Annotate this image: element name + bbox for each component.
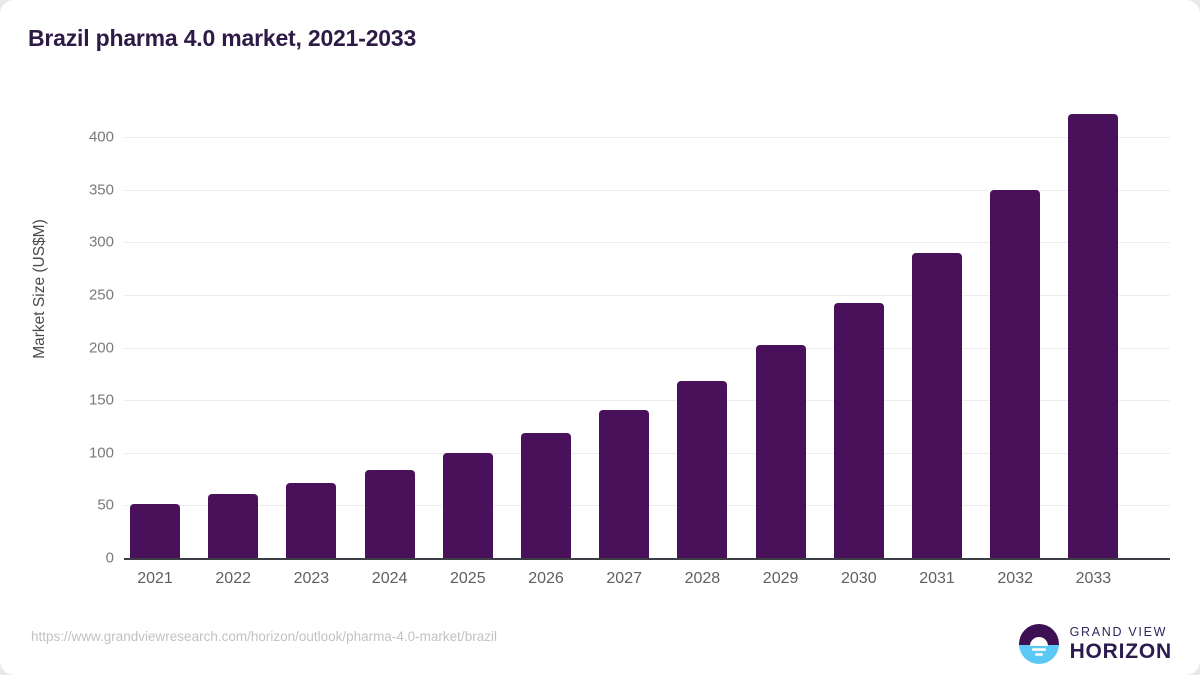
x-axis-tick-label: 2032 — [997, 570, 1033, 587]
x-axis-tick-label: 2022 — [215, 570, 251, 587]
bar-series — [130, 113, 1119, 558]
bar[interactable] — [755, 345, 806, 558]
x-axis-tick-label: 2027 — [606, 570, 642, 587]
bar[interactable] — [208, 493, 259, 558]
bar[interactable] — [130, 504, 180, 558]
logo-line-2: HORIZON — [1069, 640, 1172, 664]
gridline — [124, 137, 1170, 138]
bar[interactable] — [677, 381, 728, 558]
grand-view-horizon-logo: GRAND VIEW HORIZON — [1017, 622, 1172, 666]
x-axis-tick-label: 2028 — [684, 570, 721, 587]
gridline — [124, 242, 1170, 244]
y-axis-tick-label: 50 — [97, 496, 114, 514]
gridline — [124, 347, 1170, 349]
x-axis-tick-label: 2029 — [762, 570, 799, 587]
chart-plot-area: Market Size (US$M) 0 50 100 150 200 250 300 350… — [31, 113, 1170, 587]
logo-line-1: GRAND VIEW — [1069, 624, 1168, 639]
bar[interactable] — [286, 483, 337, 558]
x-axis-tick-label: 2025 — [450, 570, 486, 587]
bar[interactable] — [442, 452, 493, 558]
x-axis-tick-label: 2026 — [528, 570, 564, 587]
x-axis-tick-label: 2030 — [841, 570, 877, 587]
x-axis-tick-label: 2033 — [1075, 570, 1112, 587]
x-axis-tick-label: 2023 — [293, 570, 330, 587]
y-axis-tick-label: 200 — [88, 339, 114, 356]
gridline — [124, 189, 1170, 191]
bar[interactable] — [912, 252, 962, 558]
y-axis-tick-label: 250 — [88, 286, 114, 304]
bar[interactable] — [833, 303, 884, 558]
x-axis-tick-label: 2024 — [371, 570, 408, 587]
bar[interactable] — [364, 469, 415, 558]
horizon-sun-icon — [1017, 622, 1061, 666]
y-axis-tick-label: 0 — [105, 549, 114, 567]
logo-wordmark: GRAND VIEW HORIZON — [1070, 626, 1172, 663]
x-axis-line — [124, 558, 1170, 560]
gridline — [124, 400, 1170, 402]
x-axis-tick-label: 2031 — [919, 570, 955, 587]
x-axis-tick-label: 2021 — [137, 570, 173, 587]
y-axis-tick-label: 100 — [88, 444, 114, 462]
y-axis-tick-label: 350 — [88, 181, 114, 199]
y-axis-tick-label: 300 — [88, 233, 114, 251]
bar[interactable] — [990, 189, 1041, 558]
bar[interactable] — [599, 409, 650, 558]
y-axis-tick-label: 150 — [88, 391, 114, 409]
gridline — [124, 294, 1170, 296]
y-axis-tick-label: 400 — [88, 128, 114, 146]
bar[interactable] — [1068, 113, 1119, 558]
page-title: Brazil pharma 4.0 market, 2021-2033 — [28, 25, 417, 51]
bar[interactable] — [521, 432, 571, 558]
source-url[interactable]: https://www.grandviewresearch.com/horizo… — [31, 629, 497, 644]
